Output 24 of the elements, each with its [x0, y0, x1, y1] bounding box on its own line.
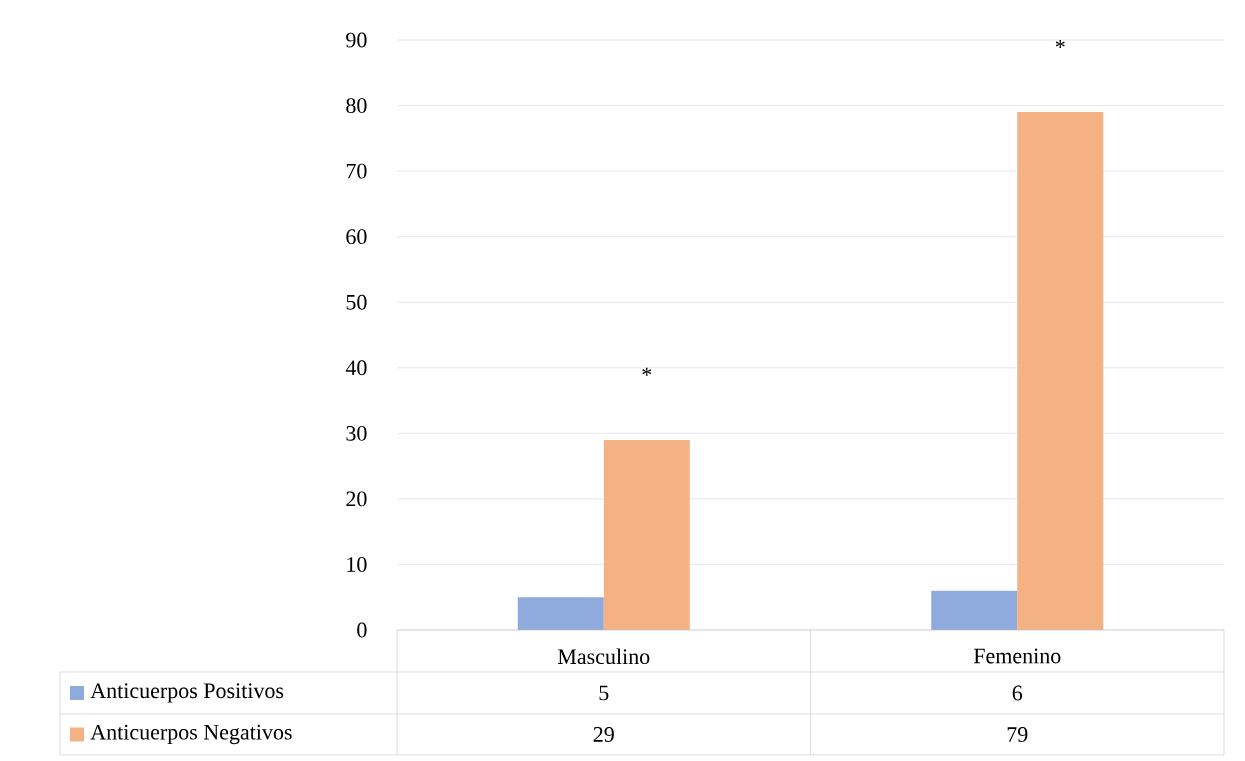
y-tick-label: 50: [346, 294, 367, 310]
legend-label: Anticuerpos Positivos: [90, 683, 284, 703]
y-tick-label: 60: [346, 229, 367, 245]
y-tick-label: 30: [346, 425, 367, 441]
y-tick-label: 20: [346, 491, 367, 507]
y-tick-label: 40: [345, 360, 367, 376]
y-tick-label: 80: [346, 98, 367, 113]
annotation: *: [642, 367, 652, 376]
data-label: 79: [1007, 727, 1028, 742]
legend-label: Anticuerpos Negativos: [90, 724, 292, 745]
annotation: *: [1055, 39, 1065, 48]
y-tick-label: 0: [357, 622, 367, 638]
bar: [931, 590, 1018, 630]
bar: [1017, 112, 1104, 630]
data-label: 5: [599, 685, 609, 701]
y-tick-label: 70: [346, 163, 367, 179]
data-label: 6: [1012, 685, 1023, 701]
data-label: 29: [593, 727, 614, 742]
x-tick-label: Masculino: [557, 648, 650, 665]
bar: [603, 439, 690, 630]
bar: [517, 597, 604, 630]
y-tick-label: 10: [347, 557, 367, 572]
x-tick-label: Femenino: [973, 648, 1061, 664]
y-tick-label: 90: [346, 32, 367, 48]
